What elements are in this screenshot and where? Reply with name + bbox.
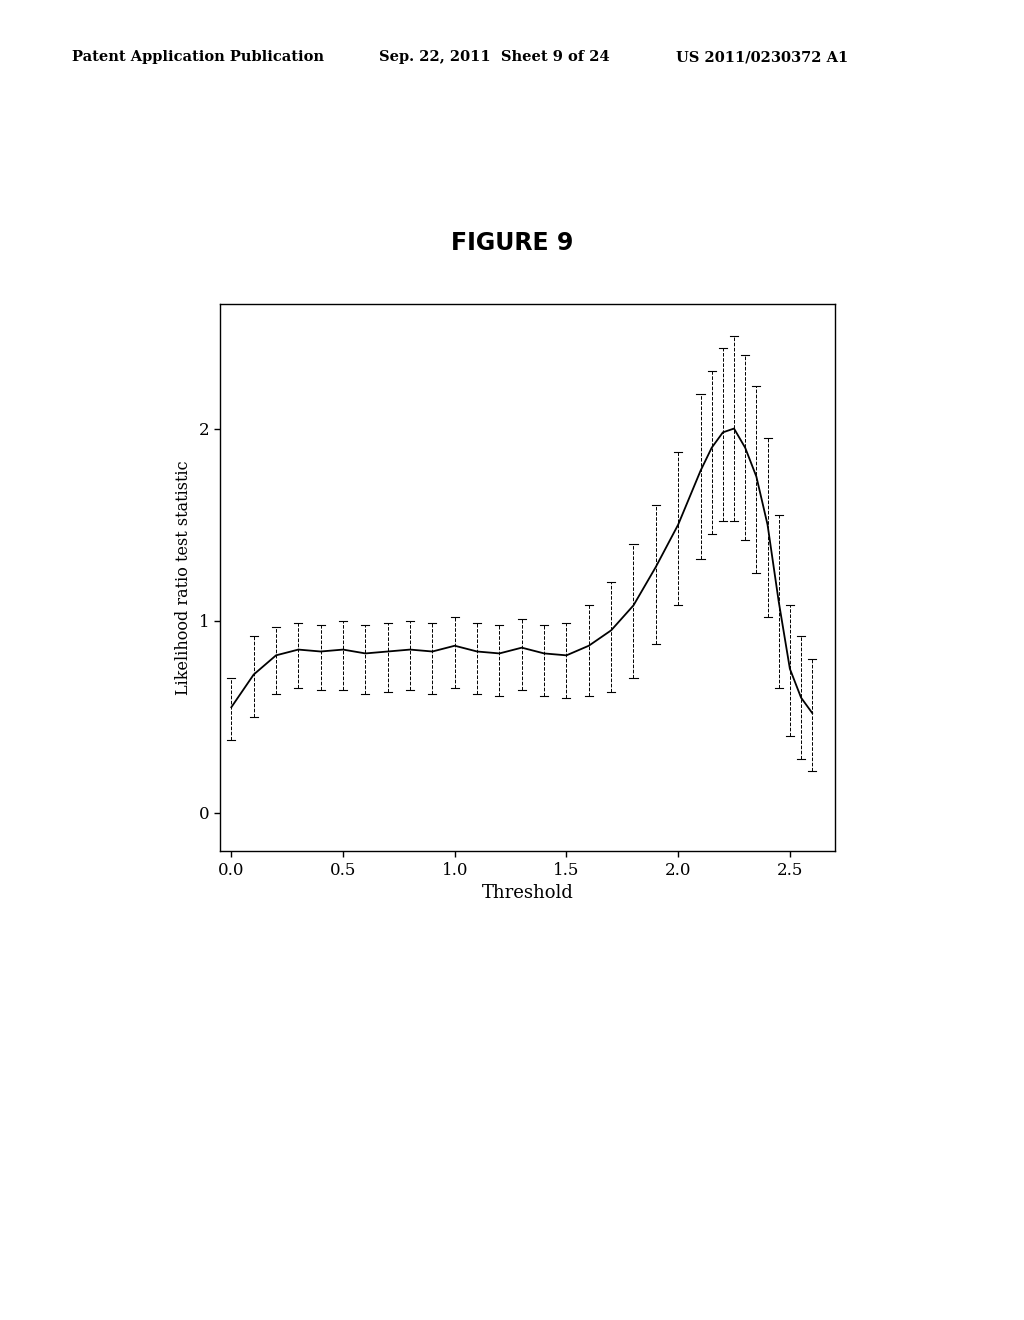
- Text: FIGURE 9: FIGURE 9: [451, 231, 573, 255]
- X-axis label: Threshold: Threshold: [481, 884, 573, 903]
- Y-axis label: Likelihood ratio test statistic: Likelihood ratio test statistic: [175, 461, 193, 694]
- Text: Patent Application Publication: Patent Application Publication: [72, 50, 324, 65]
- Text: US 2011/0230372 A1: US 2011/0230372 A1: [676, 50, 848, 65]
- Text: Sep. 22, 2011  Sheet 9 of 24: Sep. 22, 2011 Sheet 9 of 24: [379, 50, 609, 65]
